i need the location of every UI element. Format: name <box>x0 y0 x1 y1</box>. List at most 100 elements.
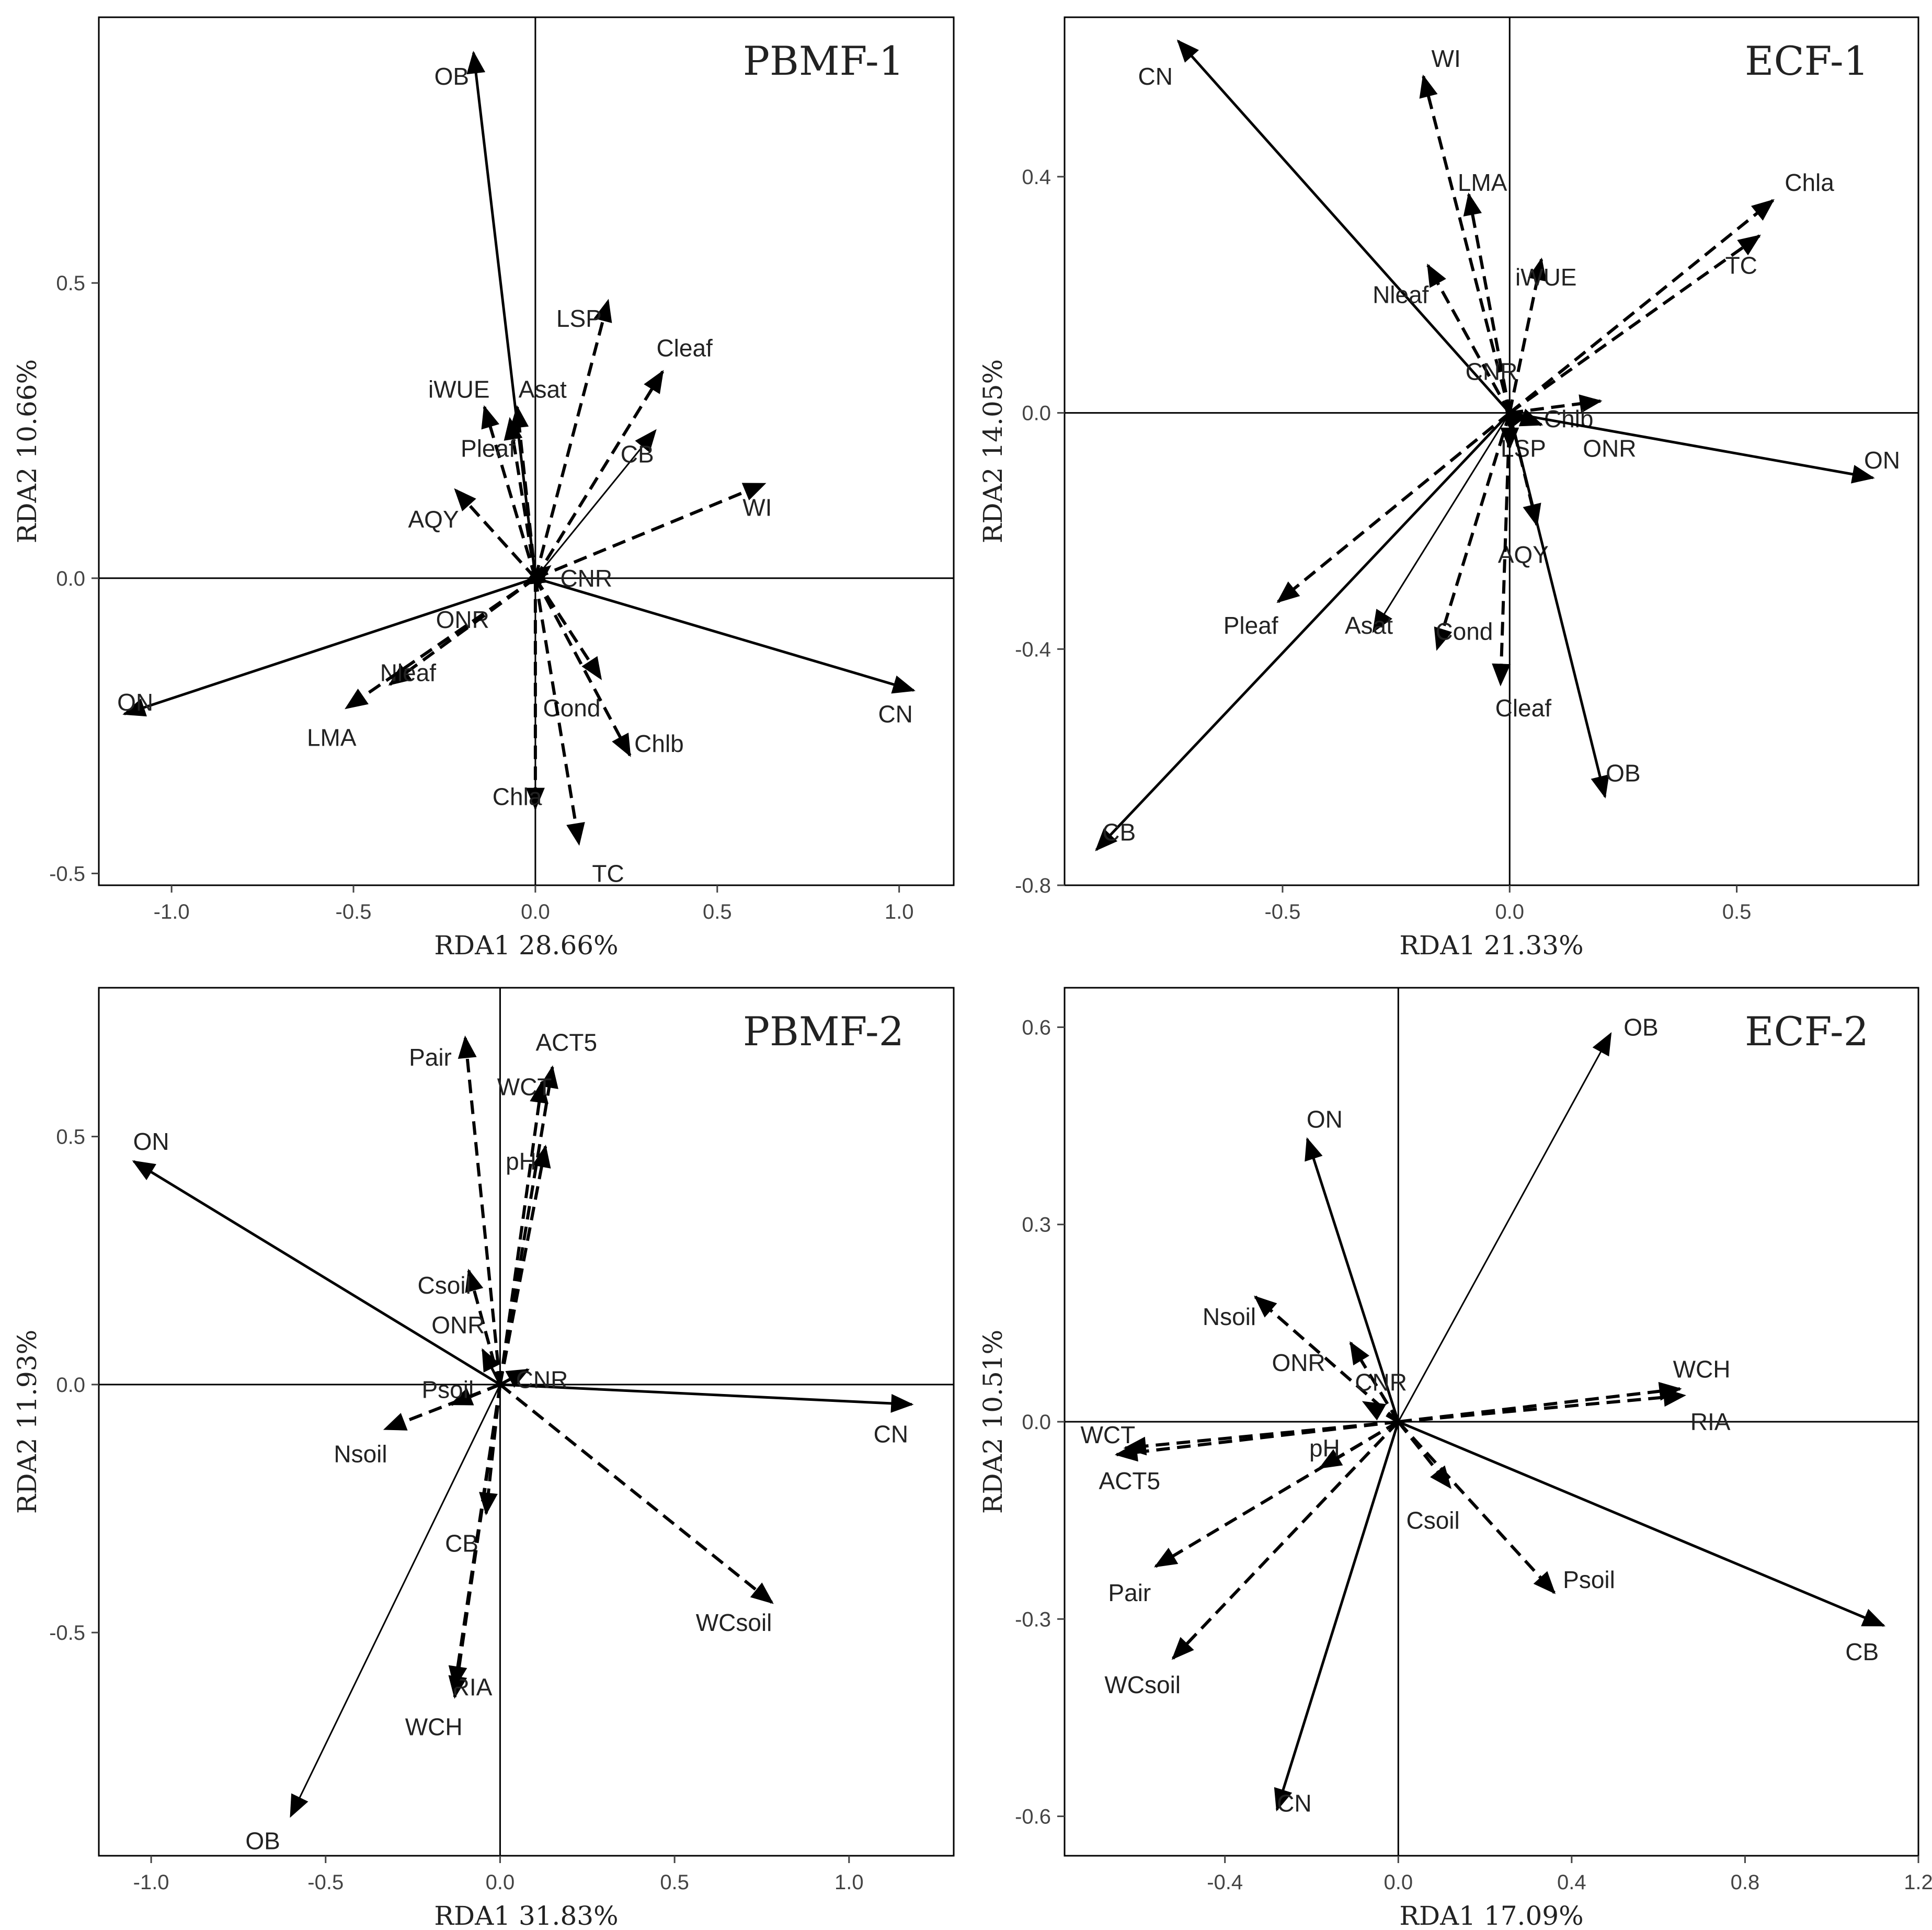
arrow-group: Cleaf <box>1492 413 1551 722</box>
vector-arrow-wi <box>1419 74 1512 414</box>
vector-label: Nsoil <box>1203 1303 1256 1330</box>
y-tick-label: 0.3 <box>1022 1214 1051 1237</box>
arrow-group: iWUE <box>1508 257 1577 414</box>
y-axis-title: RDA2 10.51% <box>978 1330 1008 1514</box>
vector-arrow-ph <box>498 1145 551 1385</box>
vector-label: LMA <box>1458 169 1507 196</box>
vector-arrow-cb <box>534 429 657 579</box>
vector-arrow-chla <box>1508 199 1775 414</box>
vector-label: WCsoil <box>1104 1671 1181 1698</box>
arrow-group: CNR <box>499 1366 568 1393</box>
x-tick-label: 0.0 <box>1384 1871 1413 1894</box>
arrow-group: WCH <box>1398 1355 1730 1423</box>
arrow-group: Csoil <box>418 1269 502 1385</box>
x-tick-label: 1.2 <box>1904 1871 1932 1894</box>
vector-label: Chla <box>1785 169 1834 196</box>
vector-label: ACT5 <box>535 1029 597 1056</box>
vector-arrow-cnr <box>1504 405 1525 429</box>
arrow-group: CNR <box>1355 1369 1407 1423</box>
panel-title: ECF-1 <box>1745 38 1869 84</box>
vector-label: Pleaf <box>461 435 516 462</box>
vector-label: OB <box>245 1828 280 1855</box>
vector-arrow-cn <box>1176 39 1511 414</box>
y-tick-label: 0.5 <box>56 272 85 295</box>
arrow-group: Pleaf <box>461 417 537 579</box>
arrow-group: WCsoil <box>499 1383 774 1636</box>
y-tick-label: -0.8 <box>1015 874 1051 897</box>
vector-arrow-tc <box>533 578 585 846</box>
vector-label: Nleaf <box>1373 281 1429 309</box>
arrow-group: LSP <box>533 299 612 579</box>
vector-label: WCT <box>1081 1421 1136 1448</box>
arrow-group: CN <box>1138 39 1511 414</box>
x-tick-label: 0.5 <box>660 1871 689 1894</box>
plot-frame <box>98 16 955 886</box>
y-tick-label: -0.6 <box>1015 1806 1051 1829</box>
arrow-group: OB <box>435 51 537 579</box>
vector-arrow-wi <box>534 482 767 580</box>
vector-label: Chla <box>493 783 542 810</box>
vector-label: Asat <box>1345 612 1393 639</box>
vector-label: WI <box>1432 45 1461 72</box>
y-tick-label: -0.3 <box>1015 1608 1051 1631</box>
arrow-group: CB <box>1398 1420 1886 1665</box>
vector-label: OB <box>1606 759 1640 786</box>
plot-frame <box>98 987 955 1857</box>
vector-arrow-cnr <box>499 1368 530 1388</box>
vector-label: Nleaf <box>380 659 437 686</box>
arrow-group: WCT <box>497 1074 552 1385</box>
arrow-group: ONR <box>1509 408 1636 462</box>
vector-arrow-on <box>132 1160 501 1386</box>
vector-label: RIA <box>452 1673 493 1700</box>
vector-arrow-pleaf <box>504 417 537 579</box>
vector-arrow-lma <box>345 577 536 710</box>
vector-label: iWUE <box>1515 264 1577 291</box>
vector-arrow-nleaf <box>1426 264 1511 414</box>
vector-arrow-iwue <box>481 405 537 579</box>
vector-label: Pair <box>409 1044 452 1071</box>
vector-label: pH <box>506 1148 536 1175</box>
vector-arrow-chlb <box>1509 394 1603 415</box>
vector-label: Cleaf <box>656 334 713 361</box>
panel-title: ECF-2 <box>1745 1008 1869 1055</box>
vector-arrow-ob <box>1397 1032 1612 1422</box>
vector-label: Pair <box>1108 1579 1151 1606</box>
vector-label: OB <box>435 63 469 90</box>
y-axis-title: RDA2 11.93% <box>12 1330 42 1514</box>
vector-label: ACT5 <box>1099 1467 1161 1494</box>
vector-label: ONR <box>431 1311 485 1339</box>
vector-label: CNR <box>516 1366 568 1393</box>
arrow-group: CN <box>535 577 916 728</box>
x-tick-label: 0.4 <box>1557 1871 1586 1894</box>
arrow-group: TC <box>1508 234 1761 415</box>
x-tick-label: 0.5 <box>703 900 732 923</box>
vector-label: OB <box>1624 1013 1658 1041</box>
x-axis-title: RDA1 21.33% <box>1399 930 1583 961</box>
arrow-group: iWUE <box>428 375 537 579</box>
vector-label: Csoil <box>1406 1507 1459 1534</box>
arrow-group: RIA <box>1398 1388 1731 1435</box>
x-tick-label: -0.5 <box>1264 900 1300 923</box>
y-axis-title: RDA2 10.66% <box>12 359 42 543</box>
vector-arrow-cb <box>1398 1420 1886 1627</box>
x-tick-label: -0.5 <box>336 900 372 923</box>
vector-label: Psoil <box>1563 1566 1615 1593</box>
vector-label: Psoil <box>421 1376 474 1403</box>
vector-arrow-ob <box>466 51 537 579</box>
arrow-group: CNR <box>1466 358 1525 429</box>
vector-arrow-cnr <box>1362 1400 1399 1423</box>
rda-panel-4: -0.4 0.0 0.4 0.8 1.2 -0.6 -0.3 0.0 0.3 0.6 RDA1 17… <box>978 987 1932 1930</box>
vector-label: CN <box>1277 1789 1311 1817</box>
vector-label: WCsoil <box>696 1609 772 1636</box>
vector-label: ON <box>1864 447 1900 474</box>
vector-arrow-cn <box>535 577 916 694</box>
arrow-group: LMA <box>307 577 536 751</box>
vector-label: Cond <box>1435 618 1493 645</box>
arrow-group: Nleaf <box>1373 264 1511 414</box>
vector-label: CN <box>874 1421 908 1448</box>
rda-panel-3: -1.0 -0.5 0.0 0.5 1.0 -0.5 0.0 0.5 RDA1 31.83% RD… <box>12 987 955 1930</box>
x-tick-label: 0.0 <box>521 900 550 923</box>
vector-label: iWUE <box>428 375 490 403</box>
vector-label: CB <box>1102 818 1136 846</box>
